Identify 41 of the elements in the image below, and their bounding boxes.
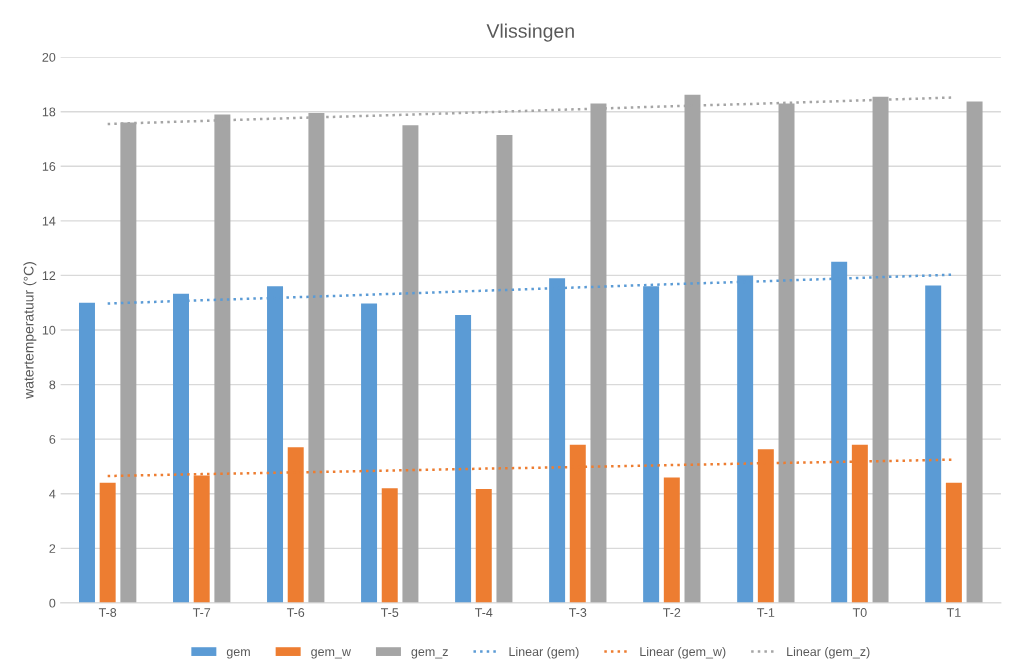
- x-tick-label: T-6: [286, 608, 305, 617]
- legend-label: Linear (gem): [509, 646, 579, 659]
- x-tick-label: T-5: [380, 608, 399, 617]
- y-tick-label: 8: [49, 380, 56, 390]
- bar: [381, 488, 398, 603]
- bar: [78, 302, 95, 603]
- y-tick-label: 4: [49, 489, 56, 499]
- bar: [945, 482, 962, 603]
- bar: [966, 101, 983, 603]
- y-tick-label: 14: [42, 216, 56, 226]
- bar: [496, 134, 513, 603]
- x-tick-label: T1: [946, 608, 961, 617]
- y-tick-label: 6: [49, 434, 56, 444]
- x-tick-label: T-7: [192, 608, 211, 617]
- bar: [455, 315, 472, 603]
- legend-label: gem_w: [311, 649, 351, 659]
- y-tick-label: 0: [49, 598, 56, 608]
- legend-label: Linear (gem_z): [787, 646, 870, 659]
- bar: [402, 125, 419, 603]
- x-tick-label: T-3: [569, 608, 587, 617]
- x-tick-label: T-1: [757, 608, 775, 617]
- legend-label: gem: [226, 649, 250, 659]
- x-tick-label: T-4: [475, 608, 493, 617]
- bar: [99, 482, 116, 603]
- y-tick-label: 20: [42, 52, 56, 62]
- legend-label: gem_z: [411, 649, 448, 659]
- x-tick-label: T0: [852, 608, 867, 617]
- x-tick-label: T-8: [98, 608, 117, 617]
- y-tick-label: 12: [42, 271, 56, 280]
- bar: [361, 303, 378, 603]
- bar: [925, 285, 942, 603]
- legend-label: Linear (gem_w): [640, 646, 726, 659]
- y-tick-label: 2: [49, 544, 56, 553]
- chart-title: Vlissingen: [486, 23, 574, 42]
- x-tick-label: T-2: [663, 608, 681, 617]
- y-axis-title: watertemperatuur (°C): [23, 262, 37, 399]
- y-tick-label: 18: [42, 107, 56, 117]
- y-tick-label: 16: [42, 162, 56, 171]
- bar: [663, 477, 680, 603]
- bar: [475, 489, 492, 603]
- y-tick-label: 10: [42, 325, 56, 335]
